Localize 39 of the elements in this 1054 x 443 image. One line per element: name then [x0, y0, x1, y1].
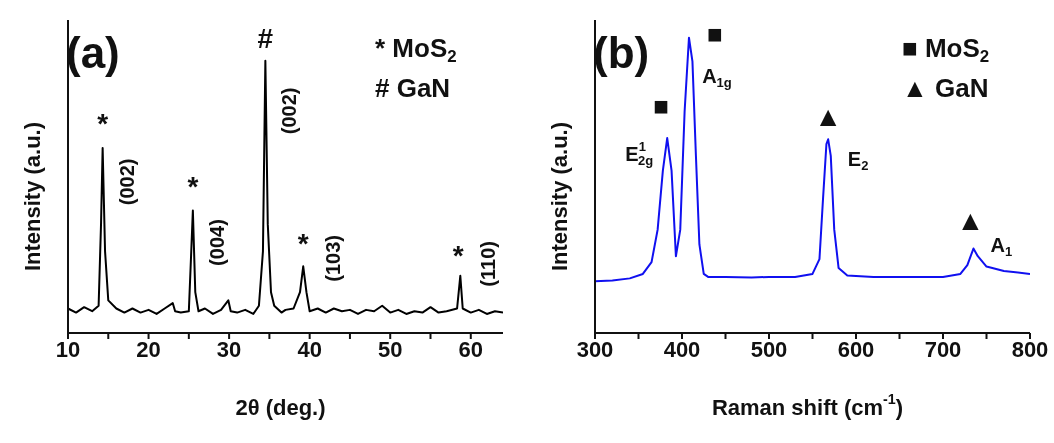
y-axis-title: Intensity (a.u.): [546, 121, 572, 272]
x-tick-label: 60: [458, 336, 484, 362]
chart-title: (a): [66, 27, 120, 77]
chart-title: (b): [593, 27, 650, 77]
annotation: ▲: [956, 204, 985, 236]
x-tick-label: 300: [576, 336, 614, 362]
x-tick-label: 30: [216, 336, 242, 362]
x-tick-label: 500: [750, 336, 788, 362]
annotation: ■ MoS$_{2}$: [902, 32, 990, 67]
annotation: ▲: [814, 101, 843, 133]
annotation: *: [452, 240, 464, 272]
y-axis-title: Intensity (a.u.): [19, 121, 45, 272]
x-axis-title: 2θ (deg.): [235, 394, 326, 420]
annotation: (002): [115, 158, 138, 206]
annotation: (004): [206, 219, 229, 266]
x-tick-label: 40: [297, 336, 322, 362]
annotation: A$_{1g}$: [702, 65, 732, 91]
annotation: (002): [278, 87, 301, 135]
annotation: (103): [322, 234, 345, 282]
x-tick-label: 800: [1011, 336, 1049, 362]
annotation: E$_{2}$: [847, 148, 869, 174]
x-tick-label: 10: [55, 336, 81, 362]
annotation: (110): [477, 241, 500, 287]
x-tick-label: 700: [924, 336, 962, 362]
annotation: *: [97, 108, 109, 140]
annotation: ■: [707, 18, 723, 49]
annotation: ▲ GaN: [902, 72, 989, 103]
annotation: #: [257, 23, 274, 55]
annotation: # GaN: [375, 72, 451, 103]
x-tick-label: 600: [837, 336, 875, 362]
x-tick-label: 20: [136, 336, 161, 362]
x-tick-label: 400: [663, 336, 701, 362]
x-tick-label: 50: [377, 336, 403, 362]
x-axis-title: Raman shift (cm$^{-1}$): [711, 390, 904, 420]
annotation: *: [187, 170, 199, 202]
annotation: *: [297, 228, 309, 260]
annotation: ■: [653, 90, 670, 121]
annotation: A$_{1}$: [990, 233, 1013, 259]
annotation: * MoS$_{2}$: [375, 32, 457, 67]
